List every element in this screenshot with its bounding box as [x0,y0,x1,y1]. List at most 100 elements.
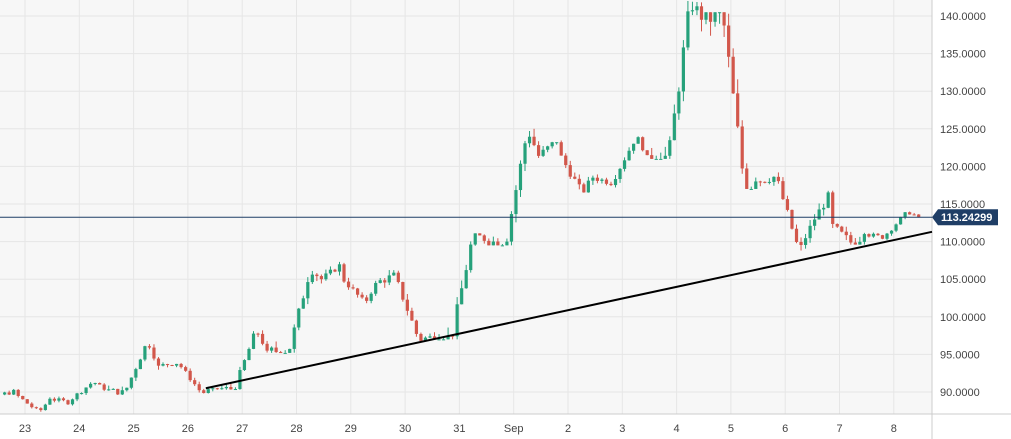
candle-body [645,150,649,156]
candle-body [604,179,609,184]
x-tick-label: 6 [782,423,788,435]
candle-body [568,165,572,177]
candle-body [527,136,532,144]
candle-body [577,178,581,185]
candle-body [256,333,260,335]
y-tick-label: 135.0000 [940,49,986,61]
candle-body [690,10,695,12]
candle-body [265,343,269,351]
candle-body [880,235,885,239]
candle-body [310,274,314,283]
candle-body [505,241,509,246]
candle-body [613,179,618,186]
candle-body [125,387,129,391]
current-price-tag: 113.24299 [932,209,998,226]
current-price-label: 113.24299 [941,212,992,224]
candle-body [677,91,681,114]
candle-body [708,12,713,22]
candle-body [174,363,179,366]
candle-body [844,231,848,236]
candle-body [754,181,758,189]
candle-body [401,282,405,300]
y-tick-label: 120.0000 [940,161,986,173]
candle-body [867,234,871,237]
candle-body [591,177,595,181]
candle-body [763,181,767,183]
candle-body [392,272,396,276]
candle-body [423,337,428,341]
candle-body [328,269,333,274]
x-tick-label: 30 [399,423,411,435]
candle-body [858,241,862,245]
x-tick-label: 8 [891,423,897,435]
candle-body [482,235,486,241]
candle-body [550,142,554,147]
candle-body [215,388,219,390]
candle-body [319,276,323,280]
plot-background [0,0,932,414]
candle-body [740,126,744,169]
candle-body [668,140,672,156]
candle-body [695,6,699,11]
candle-body [826,192,830,208]
candle-body [111,388,115,390]
candle-body [618,168,622,180]
candle-body [853,242,857,245]
candle-body [862,234,866,242]
candle-body [102,384,106,390]
candle-body [451,335,455,337]
candle-body [374,282,378,294]
candle-body [772,176,776,182]
candle-body [161,364,165,366]
candle-body [469,244,473,271]
candle-body [279,352,283,354]
candle-body [25,399,29,404]
candle-body [147,346,152,348]
candle-body [749,188,753,190]
candle-body [274,347,278,353]
candle-body [559,142,563,156]
y-tick-label: 110.0000 [940,237,985,249]
candle-body [491,241,495,246]
candle-body [84,387,88,394]
candle-body [464,270,468,289]
candle-body [745,168,749,189]
candle-body [229,386,233,390]
candle-body [478,233,482,236]
candle-body [582,184,586,193]
candle-body [785,199,790,210]
candle-body [532,136,536,146]
support-trendline [205,230,933,390]
candle-body [776,176,781,182]
candle-body [758,181,762,183]
candle-body [202,390,206,394]
candle-body [351,287,355,289]
candle-body [242,360,247,371]
candle-body [89,383,93,388]
candle-body [152,347,156,359]
candle-body [98,382,102,385]
candle-body [337,264,342,272]
candle-body [717,12,722,14]
candle-body [66,400,70,405]
candle-body [536,145,541,156]
candle-body [57,398,61,401]
candle-body [686,11,690,48]
candle-body [107,389,111,391]
candle-body [365,297,369,301]
candle-body [903,212,907,218]
candle-body [292,327,296,349]
y-tick-label: 140.0000 [940,11,986,23]
candle-body [16,389,20,396]
candle-body [573,176,577,179]
candle-body [822,207,826,210]
y-tick-label: 95.0000 [940,349,980,361]
candle-body [473,233,477,245]
y-tick-label: 90.0000 [940,387,980,399]
candle-body [912,214,916,216]
x-tick-label: 7 [836,423,842,435]
candle-body [871,233,876,237]
candle-body [518,163,523,191]
